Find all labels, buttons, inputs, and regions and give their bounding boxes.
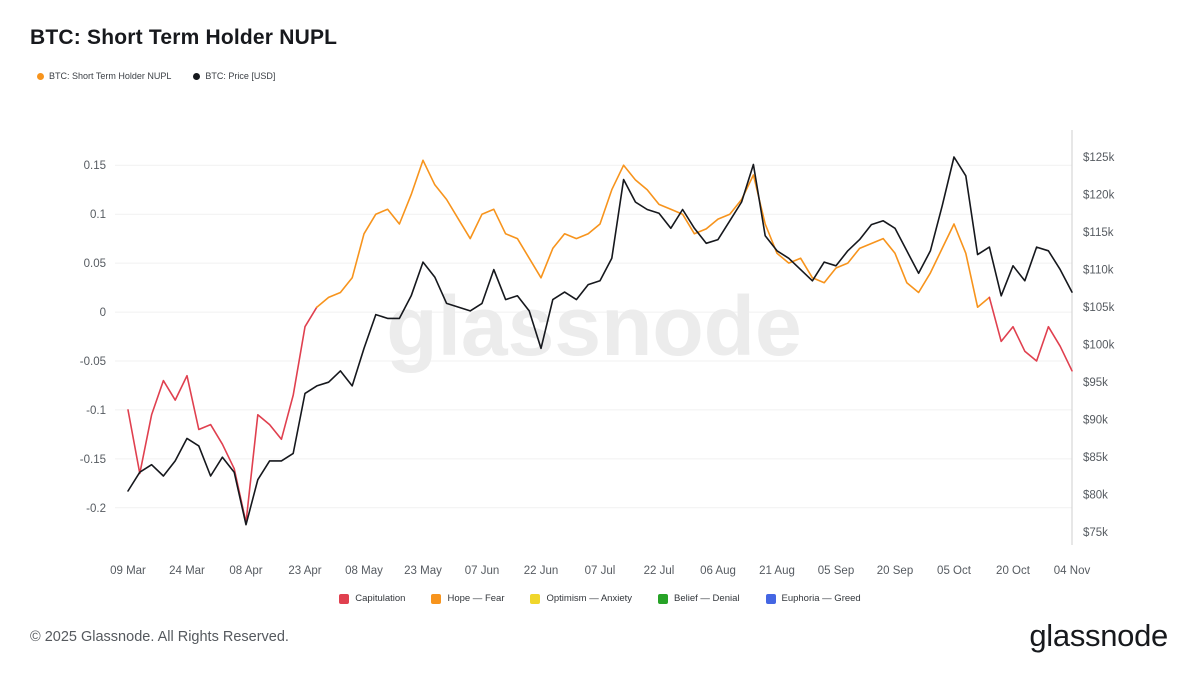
left-axis-tick-label: 0.1 (90, 209, 106, 221)
zone-legend-item-2-label: Optimism — Anxiety (546, 593, 633, 604)
right-axis-tick-label: $105k (1083, 302, 1115, 314)
x-axis-tick-label: 06 Aug (700, 565, 736, 577)
zone-legend-item-4: Euphoria — Greed (765, 593, 861, 604)
zone-legend-item-0: Capitulation (339, 593, 405, 604)
x-axis-tick-label: 07 Jul (585, 565, 616, 577)
series-legend-item-1: BTC: Price [USD] (193, 71, 275, 81)
zone-legend-item-0-label: Capitulation (355, 593, 406, 604)
zone-legend-item-1: Hope — Fear (431, 593, 504, 604)
right-axis-tick-label: $120k (1083, 190, 1115, 202)
page-title: BTC: Short Term Holder NUPL (30, 26, 338, 49)
x-axis-tick-label: 05 Oct (937, 565, 972, 577)
x-axis-tick-label: 20 Sep (877, 565, 913, 577)
glassnode-wordmark: glassnode (1029, 618, 1168, 653)
nupl-line-segment (988, 296, 1073, 372)
zone-legend-item-2: Optimism — Anxiety (530, 593, 632, 604)
x-axis-tick-label: 24 Mar (169, 565, 205, 577)
x-axis-tick-label: 08 Apr (229, 565, 262, 577)
x-axis-tick-label: 09 Mar (110, 565, 146, 577)
x-axis-tick-label: 08 May (345, 565, 383, 577)
zone-legend-item-4-swatch (765, 593, 776, 604)
nupl-line-segment (316, 159, 991, 308)
right-axis-tick-label: $125k (1083, 152, 1115, 164)
right-axis-tick-label: $110k (1083, 265, 1114, 277)
right-axis-tick-label: $95k (1083, 377, 1108, 389)
left-axis-tick-label: 0.05 (84, 258, 106, 270)
right-axis-tick-label: $90k (1083, 415, 1108, 427)
copyright-text: © 2025 Glassnode. All Rights Reserved. (30, 629, 289, 645)
zone-legend-item-3: Belief — Denial (658, 593, 740, 604)
series-legend-item-0: BTC: Short Term Holder NUPL (37, 71, 171, 81)
zone-legend-item-3-label: Belief — Denial (674, 593, 740, 604)
zone-legend-item-1-swatch (431, 593, 442, 604)
x-axis-tick-label: 07 Jun (465, 565, 500, 577)
x-axis-tick-label: 04 Nov (1054, 565, 1091, 577)
x-axis-tick-label: 22 Jul (644, 565, 675, 577)
zone-legend-item-2-swatch (530, 593, 541, 604)
x-axis-tick-label: 20 Oct (996, 565, 1031, 577)
right-axis-tick-label: $80k (1083, 490, 1108, 502)
right-axis-tick-label: $100k (1083, 340, 1115, 352)
left-axis-tick-label: 0.15 (84, 160, 106, 172)
right-axis-tick-label: $85k (1083, 452, 1108, 464)
nupl-line-segment (127, 306, 318, 524)
price-line (127, 156, 1073, 526)
left-axis-tick-label: -0.2 (86, 503, 106, 515)
glassnode-watermark: glassnode (386, 279, 801, 373)
zone-legend-item-0-swatch (339, 593, 350, 604)
x-axis-tick-label: 21 Aug (759, 565, 795, 577)
left-axis-tick-label: -0.05 (80, 356, 106, 368)
x-axis-tick-label: 05 Sep (818, 565, 854, 577)
x-axis-tick-label: 23 May (404, 565, 442, 577)
right-axis-tick-label: $115k (1083, 227, 1114, 239)
left-axis-tick-label: -0.1 (86, 405, 106, 417)
zone-legend-item-3-swatch (658, 593, 669, 604)
zone-legend-item-1-label: Hope — Fear (447, 593, 505, 604)
right-axis-tick-label: $75k (1083, 527, 1108, 539)
left-axis-tick-label: 0 (100, 307, 106, 319)
zone-legend-item-4-label: Euphoria — Greed (781, 593, 861, 604)
chart-series-legend: BTC: Short Term Holder NUPL BTC: Price [U… (37, 71, 275, 81)
x-axis-tick-label: 23 Apr (288, 565, 321, 577)
x-axis-tick-label: 22 Jun (524, 565, 559, 577)
left-axis-tick-label: -0.15 (80, 454, 106, 466)
nupl-zone-legend: Capitulation Hope — Fear Optimism — Anxiet… (0, 593, 1200, 604)
series-legend-item-1-label: BTC: Price [USD] (205, 71, 276, 81)
series-legend-item-1-swatch (193, 72, 201, 80)
series-legend-item-0-swatch (37, 72, 44, 80)
series-legend-item-0-label: BTC: Short Term Holder NUPL (49, 71, 172, 81)
